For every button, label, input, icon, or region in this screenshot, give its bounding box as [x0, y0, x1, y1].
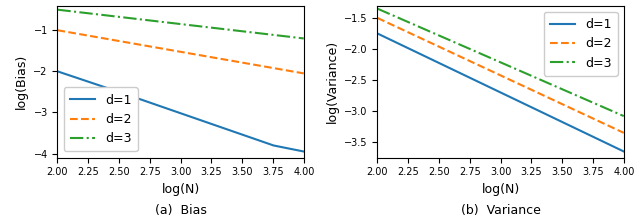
d=3	[209, 26, 216, 29]
Legend: d=1, d=2, d=3: d=1, d=2, d=3	[64, 87, 138, 151]
Y-axis label: log(Variance): log(Variance)	[326, 40, 339, 123]
d=2	[83, 34, 91, 37]
d=1	[374, 32, 381, 35]
d=3	[54, 8, 61, 11]
d=2	[454, 54, 461, 57]
d=1	[54, 70, 61, 73]
d=2	[54, 29, 61, 32]
d=3	[83, 12, 91, 14]
d=1	[552, 118, 560, 120]
X-axis label: log(N): log(N)	[481, 183, 520, 196]
d=2	[529, 89, 536, 92]
d=3	[552, 85, 559, 88]
d=2	[403, 30, 411, 33]
d=2	[552, 100, 559, 102]
d=1	[232, 131, 240, 134]
X-axis label: log(N): log(N)	[161, 183, 200, 196]
d=3	[300, 37, 308, 40]
d=2	[300, 72, 308, 75]
d=2	[232, 60, 239, 63]
d=3	[232, 29, 240, 32]
d=2	[374, 17, 381, 19]
d=2	[209, 56, 216, 59]
d=3	[454, 42, 461, 45]
d=1	[471, 79, 479, 81]
Legend: d=1, d=2, d=3: d=1, d=2, d=3	[543, 12, 618, 76]
Y-axis label: log(Bias): log(Bias)	[15, 54, 28, 109]
d=3	[529, 75, 536, 78]
d=2	[620, 132, 628, 134]
d=3	[620, 115, 628, 117]
d=1	[454, 71, 461, 73]
d=1	[83, 80, 91, 83]
d=1	[552, 117, 559, 120]
Line: d=3: d=3	[378, 9, 624, 116]
Line: d=2: d=2	[58, 30, 304, 73]
d=1	[134, 97, 141, 100]
Text: (b)  Variance: (b) Variance	[461, 204, 541, 217]
Text: (a)  Bias: (a) Bias	[155, 204, 207, 217]
Line: d=3: d=3	[58, 10, 304, 39]
d=2	[552, 100, 560, 103]
d=3	[403, 20, 411, 23]
Line: d=2: d=2	[378, 18, 624, 133]
d=1	[529, 106, 536, 109]
d=1	[151, 103, 159, 106]
d=2	[134, 43, 141, 46]
d=1	[232, 131, 239, 134]
d=3	[552, 85, 560, 88]
d=1	[209, 123, 216, 126]
d=3	[134, 18, 141, 20]
Line: d=1: d=1	[378, 34, 624, 152]
d=3	[151, 20, 159, 22]
d=3	[374, 7, 381, 10]
d=3	[232, 29, 239, 32]
d=1	[300, 150, 308, 153]
d=3	[471, 50, 479, 53]
d=2	[151, 46, 159, 49]
Line: d=1: d=1	[58, 71, 304, 152]
d=1	[403, 46, 411, 49]
d=1	[620, 150, 628, 153]
d=2	[232, 60, 240, 63]
d=2	[471, 62, 479, 65]
